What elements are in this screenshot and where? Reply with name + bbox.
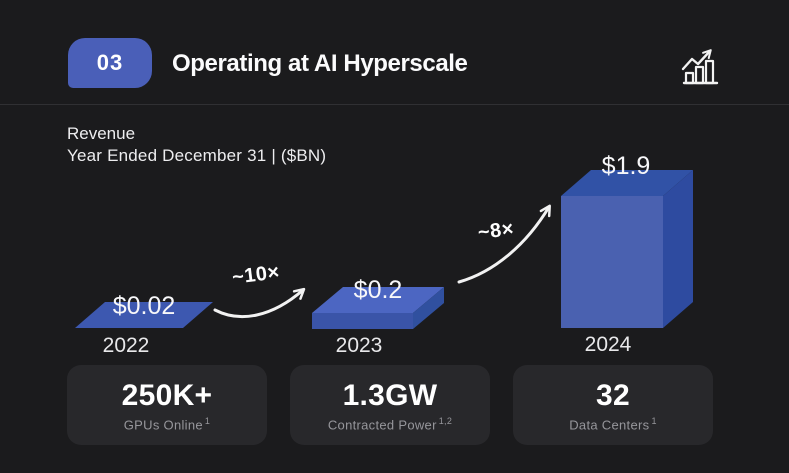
stat-footnote-marker: 1 [651,416,657,427]
growth-arrow-2023-2024 [457,204,551,284]
stat-label: GPUs Online 1 [124,416,210,432]
stat-label: Contracted Power 1,2 [328,416,452,432]
axis-label-2022: 2022 [102,334,150,357]
bar-value-2024: $1.9 [601,152,651,180]
stat-label: Data Centers 1 [569,416,657,432]
bar-2023-side-face [413,287,444,329]
stat-footnote-marker: 1,2 [438,416,453,427]
stat-card-gpus: 250K+ GPUs Online 1 [67,365,267,445]
axis-label-2023: 2023 [335,334,383,357]
chart-title: Revenue [67,124,136,143]
header-divider [0,104,789,105]
stat-label-text: Contracted Power [327,417,437,433]
bar-value-2022: $0.02 [112,292,176,320]
stat-value: 1.3GW [342,379,438,413]
bar-2024-side-face [663,170,693,328]
growth-multiplier-2: ~8× [476,217,516,245]
stat-card-power: 1.3GW Contracted Power 1,2 [290,365,490,445]
stat-footnote-marker: 1 [204,416,211,427]
stat-label-text: Data Centers [569,417,650,433]
stat-value: 250K+ [121,379,213,413]
bar-2023-top-face [312,287,444,313]
axis-label-2024: 2024 [584,333,632,356]
stat-value: 32 [596,379,630,413]
stat-label-text: GPUs Online [123,417,203,433]
section-number-badge: 03 [68,38,152,88]
growth-arrow-2022-2023 [213,287,306,319]
bar-2023-front-face [312,313,413,329]
bar-2022-top-face [75,302,213,328]
bar-2024-top-face [561,170,693,196]
page-title: Operating at AI Hyperscale [172,50,468,77]
bar-2024-front-face [561,196,663,328]
stat-cards: 250K+ GPUs Online 1 1.3GW Contracted Powe… [67,365,713,445]
chart-subtitle: Year Ended December 31 | ($BN) [67,146,327,165]
stat-card-datacenters: 32 Data Centers 1 [513,365,713,445]
bar-value-2023: $0.2 [353,276,403,304]
growth-chart-icon [681,49,719,85]
